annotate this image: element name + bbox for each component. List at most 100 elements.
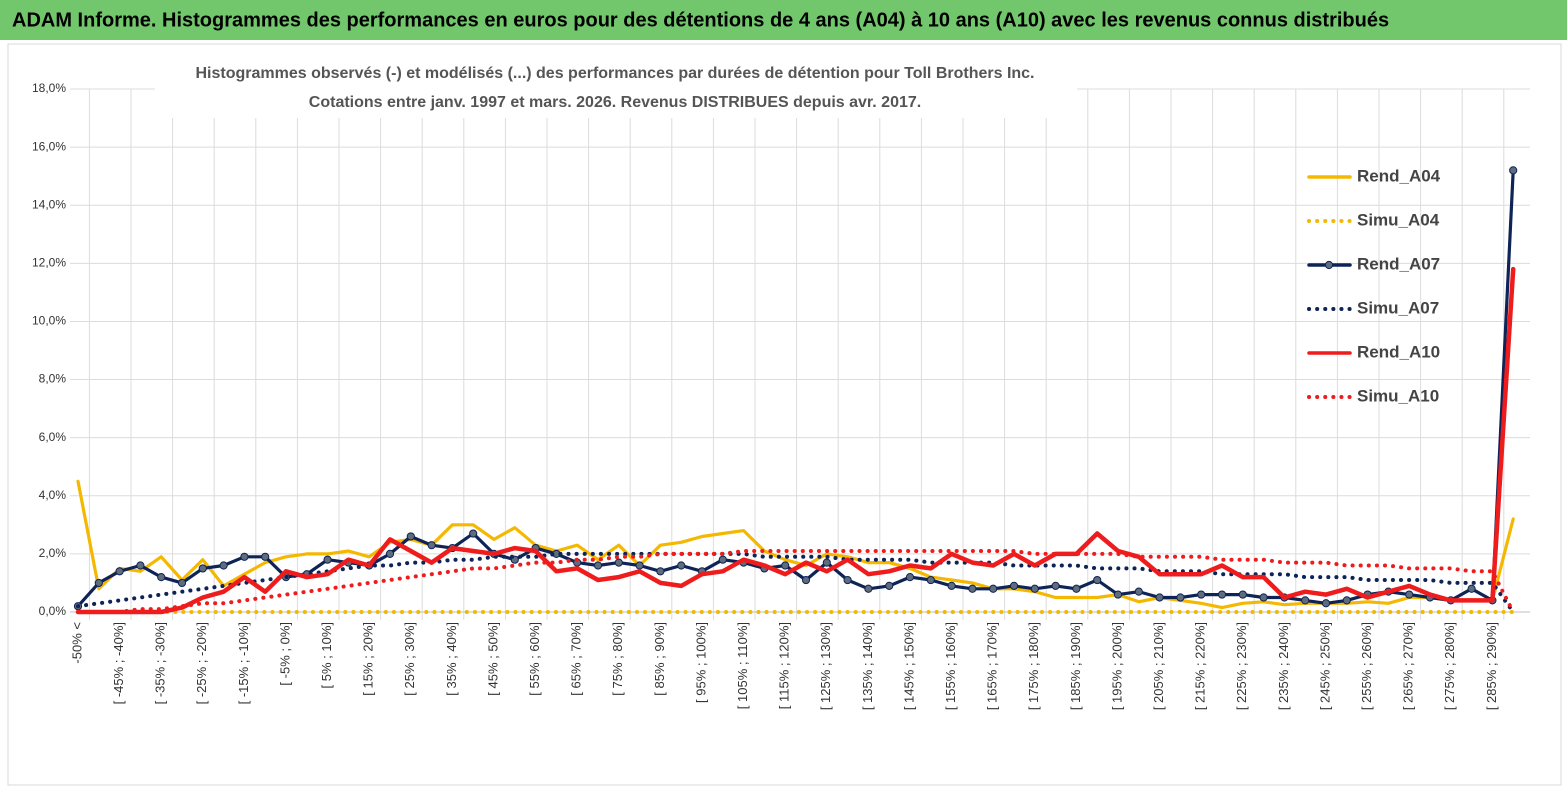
point (593, 561, 603, 570)
point (905, 573, 915, 582)
series-line (76, 549, 1516, 614)
legend-label: Simu_A10 (1357, 386, 1439, 405)
y-tick-label: 0,0% (39, 604, 67, 618)
point (198, 564, 207, 573)
series-line (76, 551, 1516, 614)
point (94, 578, 103, 588)
point (323, 555, 332, 564)
point (177, 578, 187, 588)
x-tick-label: [ -35% ; -30%] (153, 622, 168, 704)
x-tick-label: [ 225% ; 230%] (1234, 622, 1249, 710)
y-tick-label: 16,0% (32, 139, 66, 153)
point (677, 561, 686, 570)
point (1197, 590, 1206, 599)
x-tick-label: [ 35% ; 40%] (444, 622, 459, 696)
x-tick-label: [ 195% ; 200%] (1109, 622, 1124, 710)
x-tick-label: [ 275% ; 280%] (1442, 622, 1457, 710)
point (926, 575, 935, 585)
legend-label: Simu_A07 (1357, 298, 1439, 317)
point (469, 529, 478, 538)
point (115, 567, 124, 576)
y-tick-label: 10,0% (32, 314, 66, 328)
point (1509, 166, 1518, 175)
point (1217, 590, 1227, 599)
x-tick-label: [ 165% ; 170%] (985, 622, 1000, 710)
point (1009, 581, 1019, 590)
x-tick-label: [ 135% ; 140%] (860, 622, 875, 710)
plot: 0,0% 2,0% 4,0% 6,0% 8,0% 10,0% 12,0% 14,0% 16,0%… (32, 81, 1530, 710)
point (157, 573, 166, 582)
chart-subtitle: Histogrammes observés (-) et modélisés (… (195, 65, 1034, 82)
point (1030, 584, 1039, 593)
y-tick-label: 8,0% (39, 372, 67, 386)
point (1072, 584, 1081, 593)
x-tick-label: [ 15% ; 20%] (361, 622, 376, 696)
point (427, 541, 436, 550)
x-tick-label: [ 185% ; 190%] (1068, 622, 1083, 710)
x-tick-label: -50% < (69, 622, 84, 664)
legend-label: Simu_A04 (1357, 210, 1440, 229)
x-tick-label: [ 285% ; 290%] (1484, 622, 1499, 710)
x-tick-label: [ 255% ; 260%] (1359, 622, 1374, 710)
point (718, 555, 727, 564)
point (1093, 575, 1102, 585)
y-tick-label: 2,0% (39, 546, 67, 560)
point (1301, 596, 1310, 605)
point (1405, 590, 1414, 599)
point (801, 575, 811, 585)
x-tick-label: [ 105% ; 110%] (735, 622, 750, 709)
x-tick-label: [ 205% ; 210%] (1151, 622, 1166, 710)
point (385, 549, 395, 558)
series-line (76, 479, 1515, 610)
legend: Rend_A04 Simu_A04 Rend_A07 Simu_A07 Rend_A10… (1307, 166, 1441, 405)
x-tick-label: [ 155% ; 160%] (943, 622, 958, 710)
point (1259, 593, 1268, 602)
point (614, 558, 623, 567)
point (261, 552, 270, 561)
point (822, 558, 831, 567)
point (1467, 584, 1476, 593)
x-tick-label: [ 25% ; 30%] (402, 622, 417, 696)
point (968, 584, 977, 593)
x-tick-label: [ 145% ; 150%] (901, 622, 916, 710)
y-tick-label: 18,0% (32, 81, 66, 95)
point (1134, 587, 1143, 596)
point (947, 581, 956, 590)
legend-label: Rend_A07 (1357, 254, 1440, 273)
x-tick-label: [ -45% ; -40%] (111, 622, 126, 704)
series-line (75, 266, 1516, 615)
legend-marker (1324, 260, 1334, 270)
y-tick-label: 4,0% (39, 488, 67, 502)
x-tick-label: [ 245% ; 250%] (1317, 622, 1332, 710)
x-tick-label: [ 65% ; 70%] (569, 622, 584, 696)
x-tick-label: [ 95% ; 100%] (693, 622, 708, 703)
x-tick-label: [ -15% ; -10%] (236, 622, 251, 704)
title-backdrop (155, 60, 1077, 118)
legend-label: Rend_A04 (1357, 166, 1441, 185)
point (1051, 581, 1060, 590)
point (1342, 596, 1351, 605)
x-tick-label: [ 175% ; 180%] (1026, 622, 1041, 710)
chart-subtitle: Cotations entre janv. 1997 et mars. 2026… (309, 94, 921, 111)
x-tick-label: [ 115% ; 120%] (777, 622, 792, 709)
x-tick-label: [ 45% ; 50%] (485, 622, 500, 696)
point (1155, 593, 1164, 602)
point (843, 575, 852, 585)
point (136, 561, 145, 570)
point (1321, 599, 1331, 608)
point (1176, 593, 1185, 602)
legend-label: Rend_A10 (1357, 342, 1440, 361)
point (656, 567, 665, 576)
x-tick-label: [ 265% ; 270%] (1401, 622, 1416, 710)
x-tick-label: [ 75% ; 80%] (610, 622, 625, 696)
point (1113, 590, 1123, 599)
series-line (76, 168, 1515, 608)
point (240, 552, 249, 561)
point (885, 581, 894, 590)
x-tick-label: [ 125% ; 130%] (818, 622, 833, 710)
point (989, 584, 998, 593)
x-tick-label: [ 235% ; 240%] (1276, 622, 1291, 710)
y-tick-label: 14,0% (32, 197, 66, 211)
